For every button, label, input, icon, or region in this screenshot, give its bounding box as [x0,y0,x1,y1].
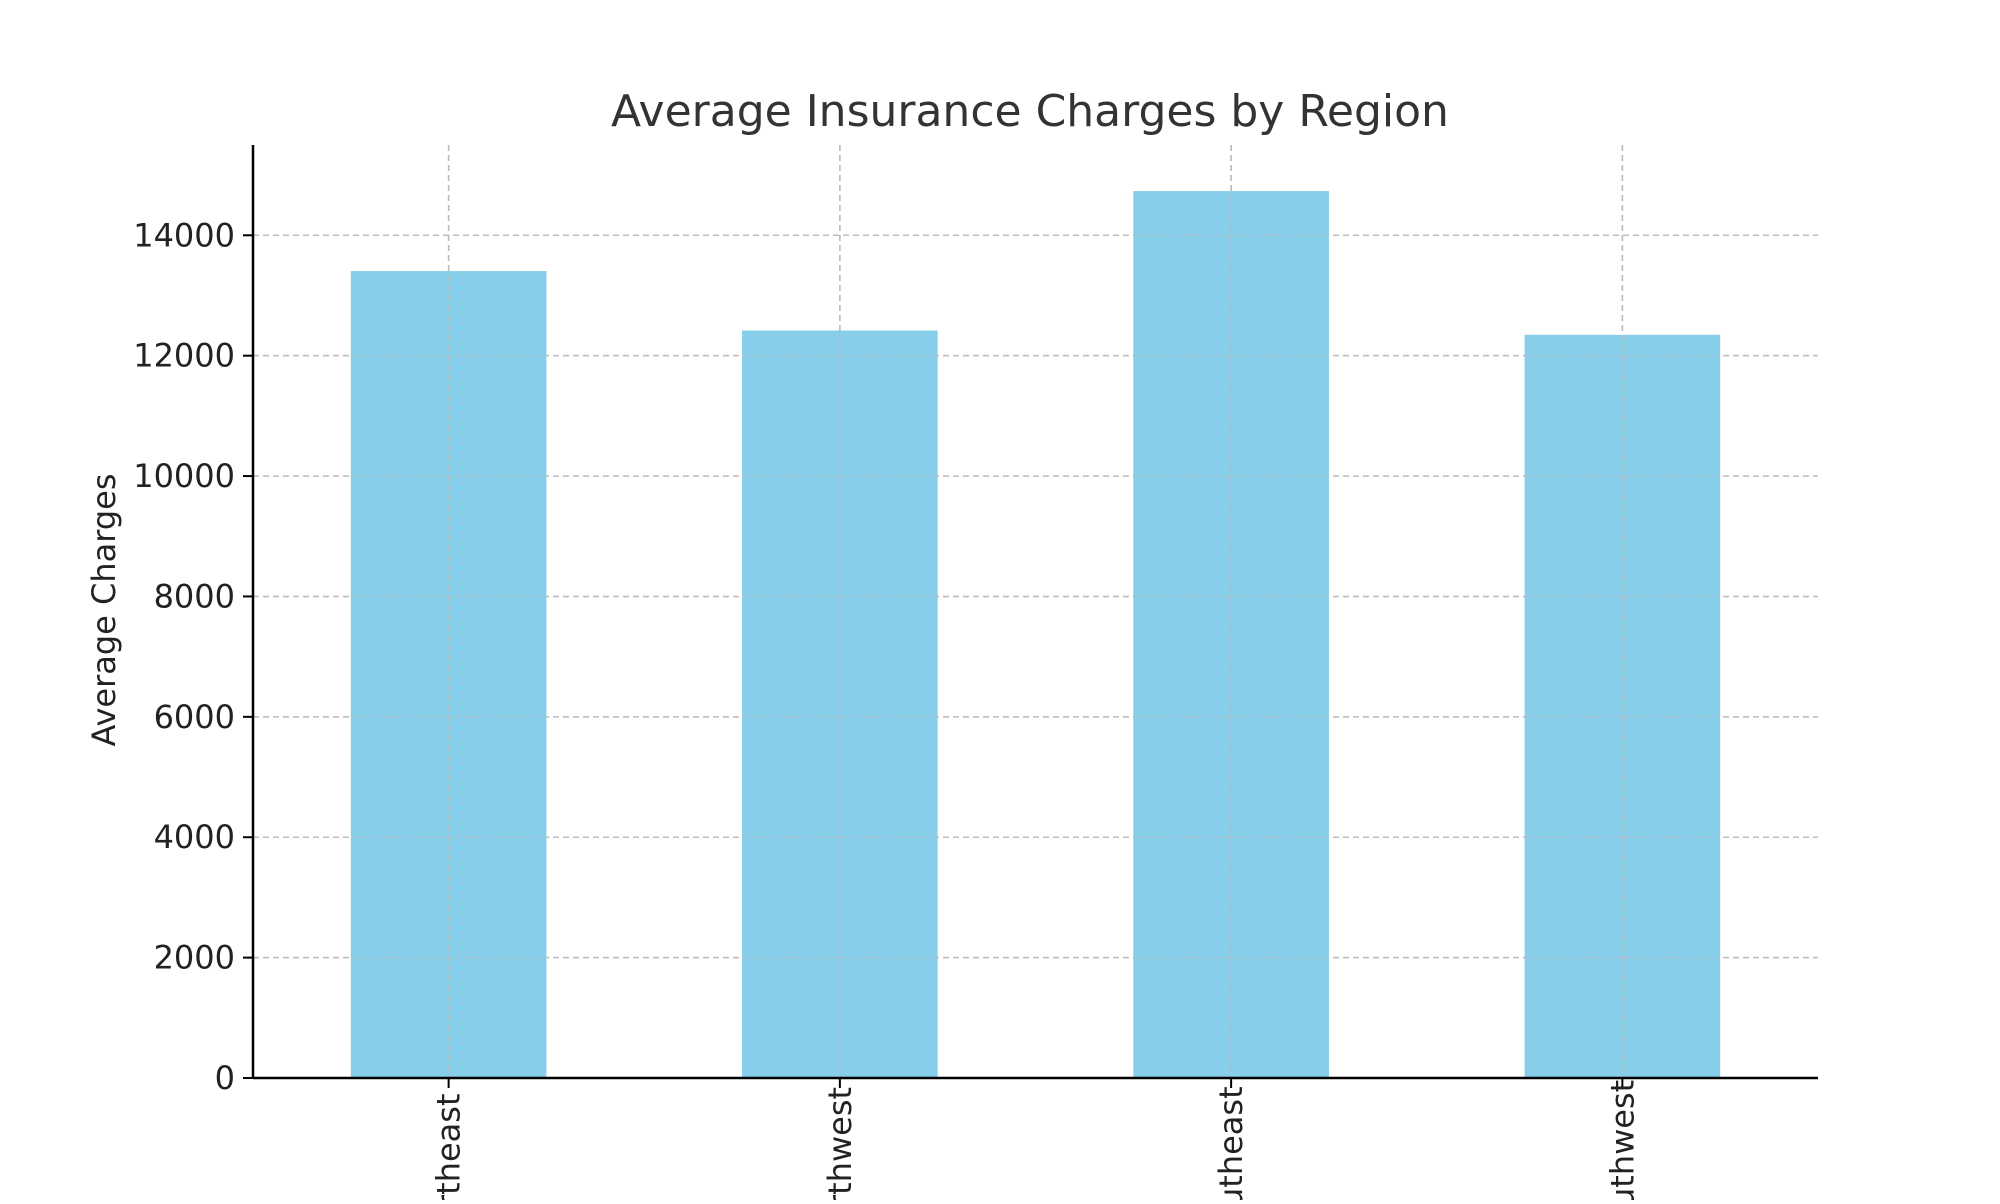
x-tick-label: utheast [1212,1086,1250,1200]
y-tick-label: 0 [215,1059,235,1097]
bars [253,145,1818,1079]
chart-title: Average Insurance Charges by Region [611,86,1449,137]
y-tick-label: 6000 [154,698,235,736]
x-tick-label: rthwest [821,1087,859,1200]
y-tick-label: 12000 [133,337,235,375]
axes [251,145,1818,1080]
x-tick-label: uthwest [1603,1080,1641,1200]
x-tick-label: rtheast [430,1094,468,1201]
y-tick-label: 14000 [133,216,235,254]
y-tick-label: 4000 [154,818,235,856]
y-axis-label: Average Charges [85,473,123,746]
x-ticks: rtheast rthwest utheast uthwest [430,1078,1641,1204]
y-tick-label: 10000 [133,457,235,495]
y-tick-label: 8000 [154,577,235,615]
bar-southeast [1133,191,1329,1078]
y-ticks: 0 2000 4000 6000 8000 10000 12000 14000 [133,216,253,1097]
y-tick-label: 2000 [154,939,235,977]
